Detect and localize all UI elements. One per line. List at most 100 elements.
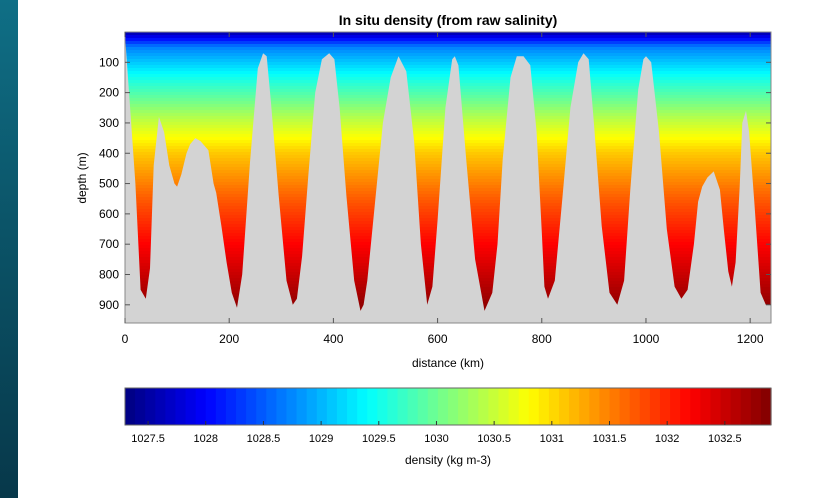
colorbar-label: density (kg m-3) — [405, 453, 491, 467]
colorbar-step — [367, 388, 378, 425]
density-band — [125, 53, 771, 57]
colorbar-step — [397, 388, 409, 425]
colorbar-step — [316, 388, 328, 425]
density-band — [125, 68, 771, 72]
y-tick-label: 300 — [99, 116, 119, 130]
colorbar-step — [649, 388, 661, 425]
y-axis: 100 200 300 400 500 600 700 800 900 — [99, 55, 771, 312]
y-tick-label: 500 — [99, 177, 119, 191]
chart-title: In situ density (from raw salinity) — [339, 12, 558, 28]
density-band — [125, 50, 771, 54]
colorbar-tick-label: 1027.5 — [131, 433, 165, 445]
colorbar-step — [407, 388, 419, 425]
density-band — [125, 47, 771, 51]
x-tick-label: 1200 — [737, 332, 764, 346]
colorbar-step — [427, 388, 439, 425]
colorbar-step — [205, 388, 217, 425]
colorbar-step — [690, 388, 701, 425]
colorbar-step — [246, 388, 257, 425]
colorbar-step — [125, 388, 136, 425]
density-band — [125, 77, 771, 81]
colorbar-step — [266, 388, 278, 425]
x-tick-label: 800 — [532, 332, 552, 346]
colorbar-step — [629, 388, 641, 425]
density-band — [125, 86, 771, 90]
colorbar-step — [720, 388, 732, 425]
colorbar-step — [488, 388, 500, 425]
colorbar-step — [195, 388, 207, 425]
colorbar-step — [215, 388, 227, 425]
colorbar-tick-label: 1029 — [309, 433, 333, 445]
colorbar-step — [276, 388, 288, 425]
colorbar-step — [508, 388, 520, 425]
y-axis-label: depth (m) — [75, 152, 89, 203]
y-tick-label: 200 — [99, 86, 119, 100]
colorbar-step — [498, 388, 510, 425]
density-band — [125, 56, 771, 60]
colorbar-step — [468, 388, 479, 425]
section-plot — [124, 31, 772, 324]
colorbar-step — [326, 388, 338, 425]
density-band — [125, 35, 771, 39]
colorbar-tick-label: 1032 — [655, 433, 679, 445]
density-band — [125, 59, 771, 63]
y-tick-label: 900 — [99, 298, 119, 312]
colorbar-step — [670, 388, 681, 425]
x-tick-label: 1000 — [633, 332, 660, 346]
colorbar-step — [225, 388, 237, 425]
colorbar-tick-label: 1030.5 — [477, 433, 511, 445]
colorbar-step — [619, 388, 631, 425]
colorbar-step — [387, 388, 399, 425]
density-band — [125, 32, 771, 36]
colorbar-step — [579, 388, 590, 425]
density-band — [125, 62, 771, 66]
colorbar-step — [185, 388, 197, 425]
x-axis: 0 200 400 600 800 1000 1200 — [122, 32, 764, 346]
density-band — [125, 38, 771, 42]
colorbar-step — [710, 388, 722, 425]
figure-svg: In situ density (from raw salinity) 0 200… — [75, 12, 772, 467]
colorbar-step — [286, 388, 298, 425]
density-band — [125, 65, 771, 69]
density-band — [125, 83, 771, 87]
colorbar-step — [256, 388, 267, 425]
colorbar-step — [639, 388, 651, 425]
colorbar-step — [357, 388, 368, 425]
colorbar-step — [730, 388, 742, 425]
y-tick-label: 100 — [99, 55, 119, 69]
colorbar-step — [347, 388, 358, 425]
x-tick-label: 400 — [323, 332, 343, 346]
density-band — [125, 74, 771, 78]
colorbar-tick-label: 1032.5 — [708, 433, 742, 445]
y-tick-label: 600 — [99, 207, 119, 221]
colorbar-gradient — [125, 388, 772, 425]
y-tick-label: 700 — [99, 237, 119, 251]
y-tick-label: 400 — [99, 146, 119, 160]
colorbar-tick-label: 1028 — [194, 433, 218, 445]
density-band — [125, 41, 771, 45]
colorbar-step — [548, 388, 560, 425]
colorbar-step — [599, 388, 611, 425]
colorbar-step — [609, 388, 621, 425]
colorbar-step — [306, 388, 318, 425]
no-data-mask — [125, 35, 771, 323]
colorbar-step — [569, 388, 580, 425]
colorbar-frame — [124, 387, 772, 426]
colorbar-step — [559, 388, 570, 425]
colorbar-step — [518, 388, 530, 425]
colorbar-tick-label: 1031 — [540, 433, 564, 445]
colorbar-step — [740, 388, 752, 425]
colorbar-step — [336, 388, 348, 425]
colorbar-step — [377, 388, 389, 425]
colorbar-step — [175, 388, 187, 425]
colorbar-step — [700, 388, 712, 425]
colorbar-step — [417, 388, 429, 425]
colorbar-tick-label: 1029.5 — [362, 433, 396, 445]
colorbar-step — [528, 388, 540, 425]
density-band — [125, 71, 771, 75]
colorbar-step — [538, 388, 550, 425]
colorbar-step — [296, 388, 308, 425]
figure-panel: In situ density (from raw salinity) 0 200… — [18, 0, 838, 498]
colorbar-step — [145, 388, 156, 425]
colorbar-tick-label: 1030 — [424, 433, 448, 445]
